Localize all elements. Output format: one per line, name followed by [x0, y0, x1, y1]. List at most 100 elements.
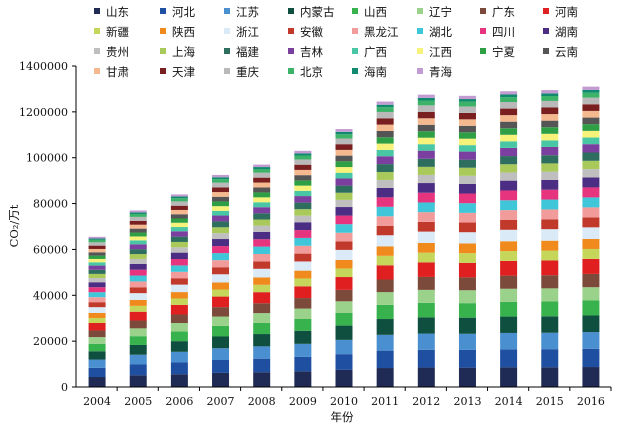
- bar-segment: [335, 185, 353, 193]
- bar-segment: [129, 354, 147, 365]
- legend-item: 海南: [352, 65, 387, 79]
- legend-item: 上海: [160, 45, 195, 59]
- legend-label: 山西: [364, 5, 387, 19]
- bar-segment: [212, 221, 230, 228]
- legend-label: 上海: [172, 45, 195, 59]
- bar-segment: [500, 316, 518, 333]
- bar-segment: [458, 175, 476, 184]
- bar-segment: [294, 278, 312, 287]
- bar-segment: [335, 161, 353, 168]
- bar-segment: [129, 275, 147, 282]
- bar-segment: [212, 177, 230, 180]
- legend-item: 贵州: [94, 45, 129, 59]
- bar-segment: [541, 209, 559, 220]
- bar-segment: [541, 260, 559, 276]
- legend-label: 北京: [300, 65, 323, 79]
- bar-segment: [417, 111, 435, 119]
- legend-swatch: [417, 68, 423, 74]
- legend-label: 福建: [236, 45, 259, 59]
- bar-segment: [88, 282, 106, 288]
- bar-segment: [253, 284, 271, 293]
- bar-segment: [253, 261, 271, 269]
- bar-segment: [541, 179, 559, 190]
- bar-segment: [294, 253, 312, 262]
- bar-segment: [541, 250, 559, 261]
- bar-segment: [417, 144, 435, 151]
- y-tick-label: 100000: [26, 152, 68, 165]
- bar-segment: [294, 286, 312, 299]
- bar-segment: [376, 246, 394, 256]
- bar-segment: [458, 132, 476, 139]
- bar-segment: [376, 216, 394, 226]
- bar-segment: [88, 248, 106, 253]
- bar-segment: [541, 316, 559, 333]
- bar-segment: [129, 328, 147, 337]
- bar-segment: [541, 95, 559, 101]
- bar-segment: [335, 277, 353, 290]
- legend-label: 宁夏: [492, 45, 515, 59]
- bar-segment: [458, 232, 476, 244]
- bar-segment: [253, 253, 271, 262]
- bar-segment: [88, 351, 106, 360]
- bar-segment: [458, 277, 476, 291]
- bar-segment: [458, 101, 476, 107]
- bar-segment: [458, 95, 476, 100]
- bar-segment: [212, 325, 230, 337]
- bar-segment: [170, 323, 188, 332]
- bar-segment: [376, 111, 394, 119]
- bar-segment: [294, 155, 312, 160]
- legend-label: 江西: [429, 45, 452, 59]
- bar-segment: [582, 348, 600, 368]
- bar-segment: [582, 137, 600, 145]
- bar-segment: [253, 246, 271, 254]
- bar-segment: [294, 169, 312, 176]
- bar-segment: [212, 348, 230, 360]
- legend-swatch: [480, 48, 486, 54]
- bar-segment: [253, 292, 271, 304]
- bar-segment: [170, 298, 188, 305]
- x-tick-label: 2004: [83, 395, 111, 408]
- bar-segment: [458, 151, 476, 160]
- bar-segment: [294, 153, 312, 156]
- bar-segment: [335, 339, 353, 355]
- bar-segment: [212, 246, 230, 254]
- bar-segment: [458, 243, 476, 254]
- bar-segment: [500, 134, 518, 142]
- legend-item: 江苏: [224, 5, 259, 19]
- bar-segment: [294, 202, 312, 210]
- bar-segment: [170, 252, 188, 260]
- bar-segment: [582, 197, 600, 208]
- bar-segment: [500, 210, 518, 220]
- legend-swatch: [352, 28, 358, 34]
- bar-segment: [376, 149, 394, 157]
- bar-stack: [212, 174, 230, 387]
- bar-segment: [582, 258, 600, 274]
- legend-item: 云南: [543, 45, 578, 59]
- bar-segment: [500, 141, 518, 148]
- bar-segment: [129, 269, 147, 276]
- bar-segment: [582, 248, 600, 259]
- y-tick-label: 80000: [33, 198, 68, 211]
- bar-segment: [253, 231, 271, 240]
- bar-segment: [376, 164, 394, 173]
- bar-segment: [88, 262, 106, 266]
- bar-segment: [376, 143, 394, 150]
- x-tick-label: 2011: [371, 395, 399, 408]
- bar-segment: [541, 146, 559, 156]
- legend-label: 辽宁: [429, 5, 452, 19]
- bar-segment: [417, 97, 435, 101]
- legend-item: 青海: [417, 65, 452, 79]
- bar-segment: [417, 150, 435, 159]
- bar-segment: [253, 182, 271, 188]
- x-tick-label: 2013: [453, 395, 481, 408]
- bar-segment: [582, 160, 600, 170]
- bar-segment: [458, 145, 476, 152]
- bar-segment: [376, 172, 394, 180]
- bar-segment: [294, 150, 312, 154]
- bar-segment: [129, 320, 147, 329]
- bar-stack: [129, 210, 147, 387]
- bar-segment: [541, 90, 559, 94]
- legend-swatch: [160, 8, 166, 14]
- bar-segment: [335, 259, 353, 269]
- legend-item: 四川: [480, 25, 515, 39]
